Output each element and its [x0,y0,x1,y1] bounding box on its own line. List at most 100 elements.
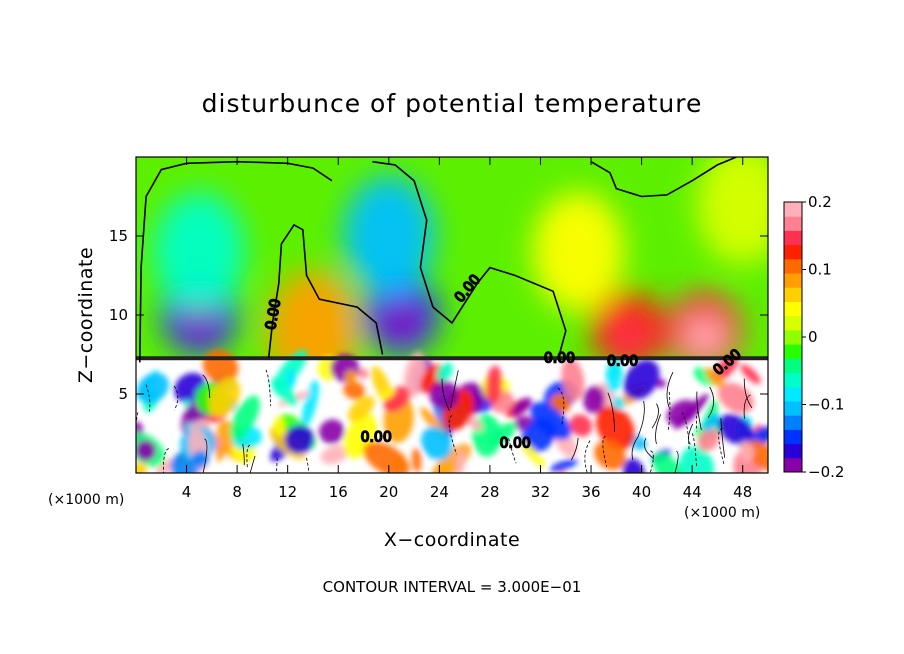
eddy [136,462,148,473]
turbulent-contour [631,435,640,460]
turbulent-contour [441,378,450,412]
turbulent-contour [655,414,662,445]
eddy [273,416,285,436]
eddy [436,362,454,382]
x-tick-label: 32 [531,483,550,501]
colorbar-swatch [784,329,802,345]
turbulent-contour [743,394,751,419]
eddy [347,396,375,422]
eddy [743,440,768,473]
colorbar-swatch [784,372,802,388]
colorbar-tick-label: −0.2 [808,463,844,481]
turbulent-contour [707,386,715,418]
colorbar-swatch [784,202,802,217]
field-feature-core [179,303,220,339]
eddy [652,452,682,473]
x-tick-label: 16 [329,483,348,501]
x-tick-label: 8 [232,483,242,501]
colorbar-swatch [784,230,802,246]
colorbar-swatch [784,258,802,274]
colorbar-swatch [784,358,802,374]
colorbar-swatch [784,443,802,459]
y-axis-ticks: 5 10 15 [109,227,768,403]
colorbar-swatch [784,457,802,473]
turbulent-contour [136,412,139,426]
eddy [739,440,754,462]
eddy [485,365,503,405]
turbulent-contour [651,403,659,429]
eddy [379,388,396,401]
eddy [612,396,625,410]
turbulent-contour [450,370,459,409]
eddy [456,449,465,473]
turbulent-contour [306,457,310,473]
eddy [520,441,546,468]
turbulent-contour [265,369,272,407]
turbulent-contour [638,400,645,436]
colorbar-swatch [784,400,802,416]
turbulent-contour [242,443,245,466]
turbulent-contour [681,412,690,450]
turbulent-contour [602,435,608,467]
colorbar-tick-label: 0 [808,328,818,346]
eddy [704,367,725,389]
upper-field [153,157,768,391]
field-feature [696,157,768,265]
turbulent-contour [202,374,211,398]
eddy [623,359,660,400]
colorbar: 0.2 0.1 0 −0.1 −0.2 [783,193,844,481]
x-tick-label: 28 [480,483,499,501]
y-tick-label: 10 [109,306,128,324]
contour-label: 0.00 [607,354,638,370]
eddy [284,425,314,455]
x-tick-label: 4 [182,483,192,501]
eddy [561,358,585,401]
eddy [320,445,350,464]
colorbar-tick-label: 0.2 [808,193,832,211]
eddy [530,402,572,440]
turbulent-contour [667,391,671,432]
x-axis-ticks: 4 8 12 16 20 24 28 32 36 40 44 48 [182,157,752,501]
x-unit-label-left: (×1000 m) [48,492,124,508]
x-tick-label: 12 [278,483,297,501]
eddy [215,444,225,462]
colorbar-swatch [784,301,802,317]
x-tick-label: 24 [430,483,449,501]
eddy [549,459,578,472]
contour-line [590,157,737,198]
turbulent-layer [136,349,768,473]
eddy [421,426,453,461]
turbulent-contour [674,450,679,473]
eddy [717,413,754,445]
turbulent-eddies [136,349,768,473]
eddy [319,419,345,444]
turbulent-contour [448,415,457,455]
x-tick-label: 48 [733,483,752,501]
x-tick-label: 36 [581,483,600,501]
turbulent-contour [145,384,151,412]
contour-interval-text: CONTOUR INTERVAL = 3.000E−01 [323,578,582,596]
field-feature [342,176,435,296]
turbulent-contour [249,455,256,473]
contour-line [267,223,384,358]
turbulent-contour [649,450,654,473]
turbulent-contour [720,418,726,458]
turbulent-contour [607,392,616,432]
colorbar-swatch [784,386,802,402]
y-tick-label: 15 [109,227,128,245]
eddy [569,414,593,437]
eddy [583,385,606,414]
y-tick-label: 5 [118,385,128,403]
x-unit-label-right: (×1000 m) [684,505,760,521]
inversion-band [136,356,768,361]
turbulent-contour [246,444,251,469]
field-feature-core [381,303,422,339]
eddy [403,351,426,398]
eddy [229,395,260,441]
colorbar-swatch [784,344,802,359]
x-tick-label: 44 [683,483,702,501]
eddy [487,422,517,447]
turbulent-contour [584,440,591,473]
colorbar-swatch [784,315,802,331]
